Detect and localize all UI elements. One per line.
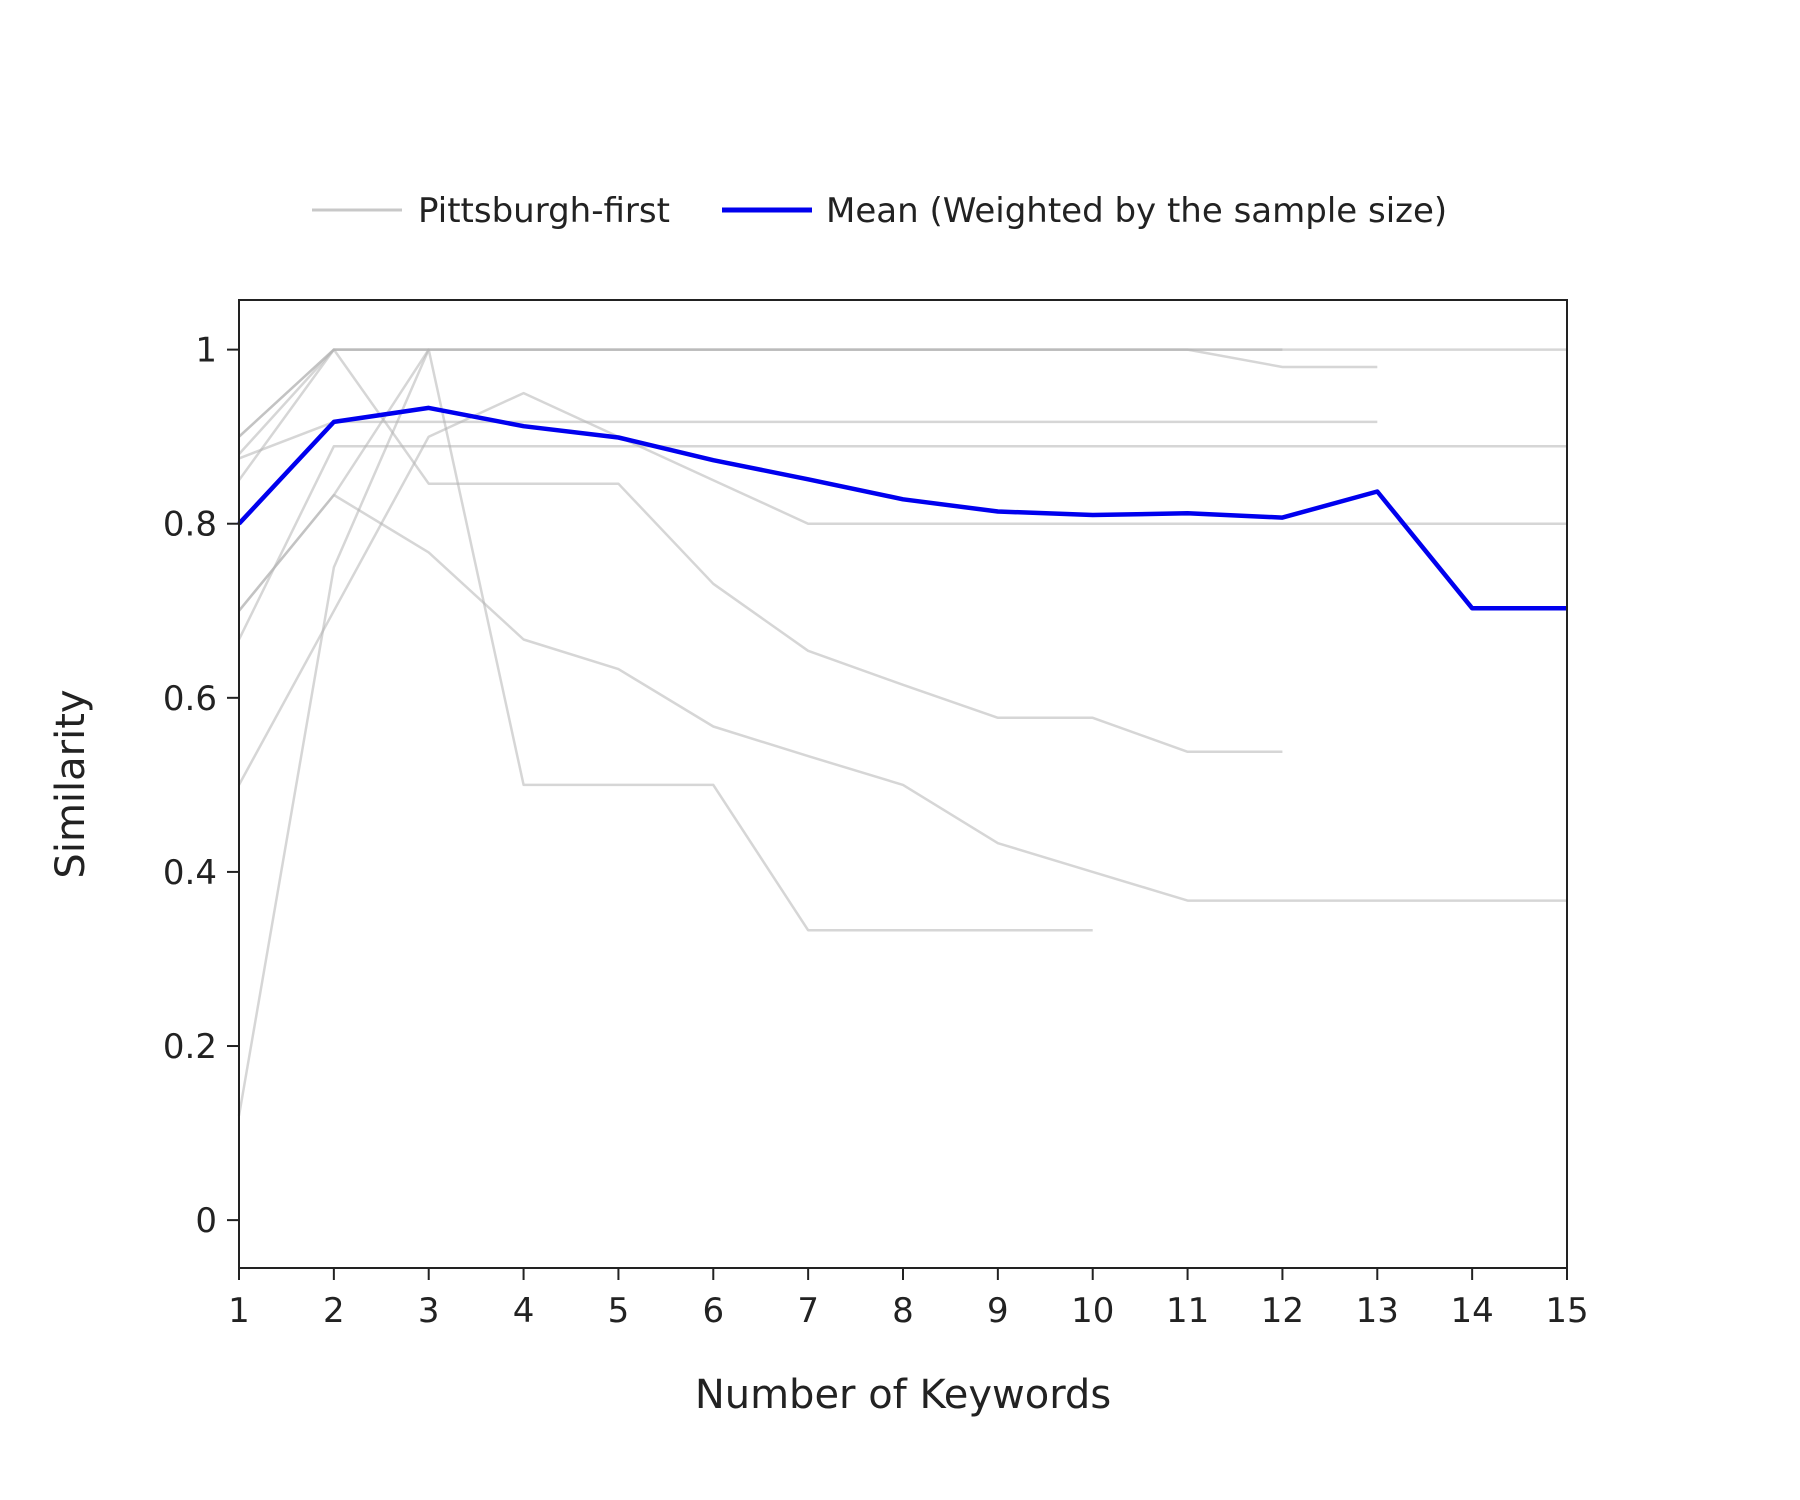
pittsburgh-first-line-6 — [237, 391, 1567, 786]
y-tick-label-1: 0.2 — [163, 1027, 217, 1067]
mean-line — [237, 405, 1567, 611]
pittsburgh-first-series — [237, 348, 1567, 1116]
x-tick-label-4: 4 — [513, 1291, 535, 1331]
pittsburgh-first-line-3 — [238, 348, 1378, 455]
x-tick-label-15: 15 — [1545, 1291, 1588, 1331]
legend-label-pittsburgh-first: Pittsburgh-first — [418, 191, 670, 231]
y-tick-label-0: 0 — [195, 1201, 217, 1241]
x-tick-label-1: 1 — [228, 1291, 250, 1331]
x-tick-label-3: 3 — [418, 1291, 440, 1331]
pittsburgh-first-line-10 — [238, 348, 430, 612]
x-tick-label-7: 7 — [797, 1291, 819, 1331]
x-axis-title: Number of Keywords — [695, 1372, 1111, 1418]
x-tick-label-9: 9 — [987, 1291, 1009, 1331]
pittsburgh-first-line-9 — [237, 348, 1093, 1116]
y-tick-label-3: 0.6 — [163, 679, 217, 719]
x-tick-label-6: 6 — [702, 1291, 724, 1331]
y-tick-label-2: 0.4 — [163, 853, 217, 893]
x-tick-label-13: 13 — [1356, 1291, 1399, 1331]
x-tick-label-2: 2 — [323, 1291, 345, 1331]
pittsburgh-first-line-7 — [237, 348, 1283, 754]
mean-series — [237, 405, 1567, 611]
x-tick-label-12: 12 — [1261, 1291, 1304, 1331]
legend-label-mean: Mean (Weighted by the sample size) — [826, 191, 1447, 231]
y-tick-label-5: 1 — [195, 331, 217, 371]
plot-area — [237, 299, 1568, 1269]
y-tick-label-4: 0.8 — [163, 505, 217, 545]
y-axis: 0 0.2 0.4 0.6 0.8 1 — [163, 331, 239, 1241]
y-axis-title: Similarity — [48, 689, 94, 878]
x-axis: 1 2 3 4 5 6 7 8 9 10 11 12 13 14 15 — [228, 1268, 1589, 1331]
pittsburgh-first-line-8 — [238, 493, 1567, 902]
pittsburgh-first-line-4 — [238, 420, 1378, 460]
pittsburgh-first-line-5 — [237, 444, 1567, 641]
x-tick-label-8: 8 — [892, 1291, 914, 1331]
legend: Pittsburgh-first Mean (Weighted by the s… — [312, 191, 1447, 231]
x-tick-label-5: 5 — [608, 1291, 630, 1331]
x-tick-label-10: 10 — [1071, 1291, 1114, 1331]
x-tick-label-14: 14 — [1451, 1291, 1494, 1331]
x-tick-label-11: 11 — [1166, 1291, 1209, 1331]
